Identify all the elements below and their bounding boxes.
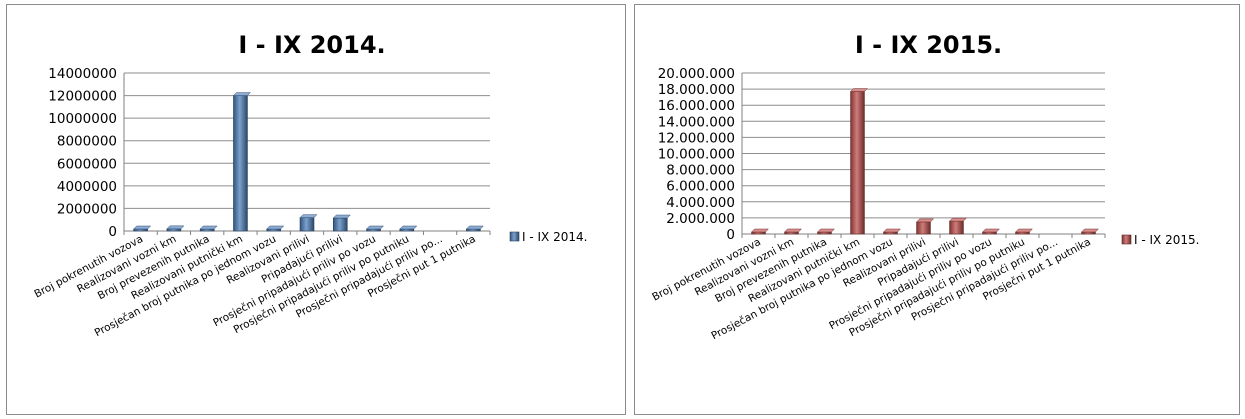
bar-chart-2015: I - IX 2015. 02.000.0004.000.0006.000.000… — [650, 31, 1199, 342]
y-tick-label: 4.000.000 — [666, 195, 735, 211]
y-tick-label: 8.000.000 — [666, 163, 735, 179]
y-tick-label: 2000000 — [57, 201, 117, 217]
chart-panel-2014: I - IX 2014. 0 2000000 4000000 6000000 800000… — [6, 4, 626, 415]
chart-title: I - IX 2015. — [855, 31, 1002, 59]
bar-top — [1080, 228, 1100, 233]
y-tick-label: 2.000.000 — [666, 211, 735, 227]
y-tick-label: 4000000 — [57, 179, 117, 195]
chart-panel-2015: I - IX 2015. 0 2.000.000 4.000.000 6.000.000… — [634, 4, 1240, 415]
bar-top — [948, 217, 968, 222]
chart-title: I - IX 2014. — [238, 31, 385, 59]
bar — [133, 228, 148, 232]
legend-label: I - IX 2015. — [1134, 233, 1199, 247]
bar-top — [465, 225, 484, 230]
y-tick-label: 10000000 — [48, 111, 117, 127]
y-tick-label: 0 — [108, 224, 117, 240]
y-tick-label: 14.000.000 — [658, 114, 735, 130]
bar-top — [816, 228, 836, 233]
legend-swatch — [1121, 234, 1132, 245]
bar — [1081, 231, 1096, 235]
bar — [883, 231, 898, 235]
bar — [850, 91, 865, 235]
y-tick-label: 12000000 — [48, 89, 117, 105]
bar-top — [332, 214, 351, 219]
bar — [266, 228, 282, 232]
bar — [1015, 231, 1030, 235]
bar — [199, 228, 215, 232]
y-tick-label: 0 — [726, 227, 735, 243]
bar — [751, 231, 766, 235]
bar — [299, 217, 315, 232]
bar-top — [399, 225, 418, 230]
bar — [784, 231, 799, 235]
bar-top — [365, 225, 385, 230]
bar — [399, 228, 415, 232]
bar-chart-2014: I - IX 2014. 0 2000000 4000000 6000000 800000… — [32, 31, 587, 339]
bar — [166, 228, 182, 232]
bar — [982, 231, 997, 235]
bar-top — [915, 218, 935, 223]
bar-top — [750, 228, 770, 233]
bar — [366, 228, 381, 232]
bar — [949, 220, 964, 235]
bar-top — [783, 228, 803, 233]
y-tick-label: 16.000.000 — [658, 98, 735, 114]
y-tick-label: 14000000 — [48, 66, 117, 82]
bar-top — [199, 225, 218, 230]
bar-top — [166, 225, 185, 230]
y-tick-label: 8000000 — [57, 134, 117, 150]
bar-top — [299, 214, 318, 218]
legend: I - IX 2015. — [1121, 233, 1199, 247]
legend: I - IX 2014. — [509, 230, 587, 244]
bar — [466, 228, 481, 232]
bar-top — [266, 225, 285, 230]
y-tick-label: 18.000.000 — [658, 82, 735, 98]
bar — [332, 217, 348, 232]
y-tick-label: 6.000.000 — [666, 179, 735, 195]
bar-top — [232, 92, 252, 96]
bar-top — [981, 228, 1001, 233]
bar — [916, 221, 931, 235]
y-tick-label: 20.000.000 — [658, 66, 735, 82]
bar-top — [133, 225, 152, 230]
bar-top — [1014, 228, 1034, 233]
y-tick-label: 12.000.000 — [658, 130, 735, 146]
bar-top — [849, 88, 869, 92]
bar — [233, 95, 248, 232]
legend-label: I - IX 2014. — [522, 230, 587, 244]
y-tick-label: 10.000.000 — [658, 147, 735, 163]
y-tick-label: 6000000 — [57, 156, 117, 172]
bar — [817, 231, 832, 235]
bar-top — [882, 228, 902, 233]
legend-swatch — [509, 231, 520, 242]
